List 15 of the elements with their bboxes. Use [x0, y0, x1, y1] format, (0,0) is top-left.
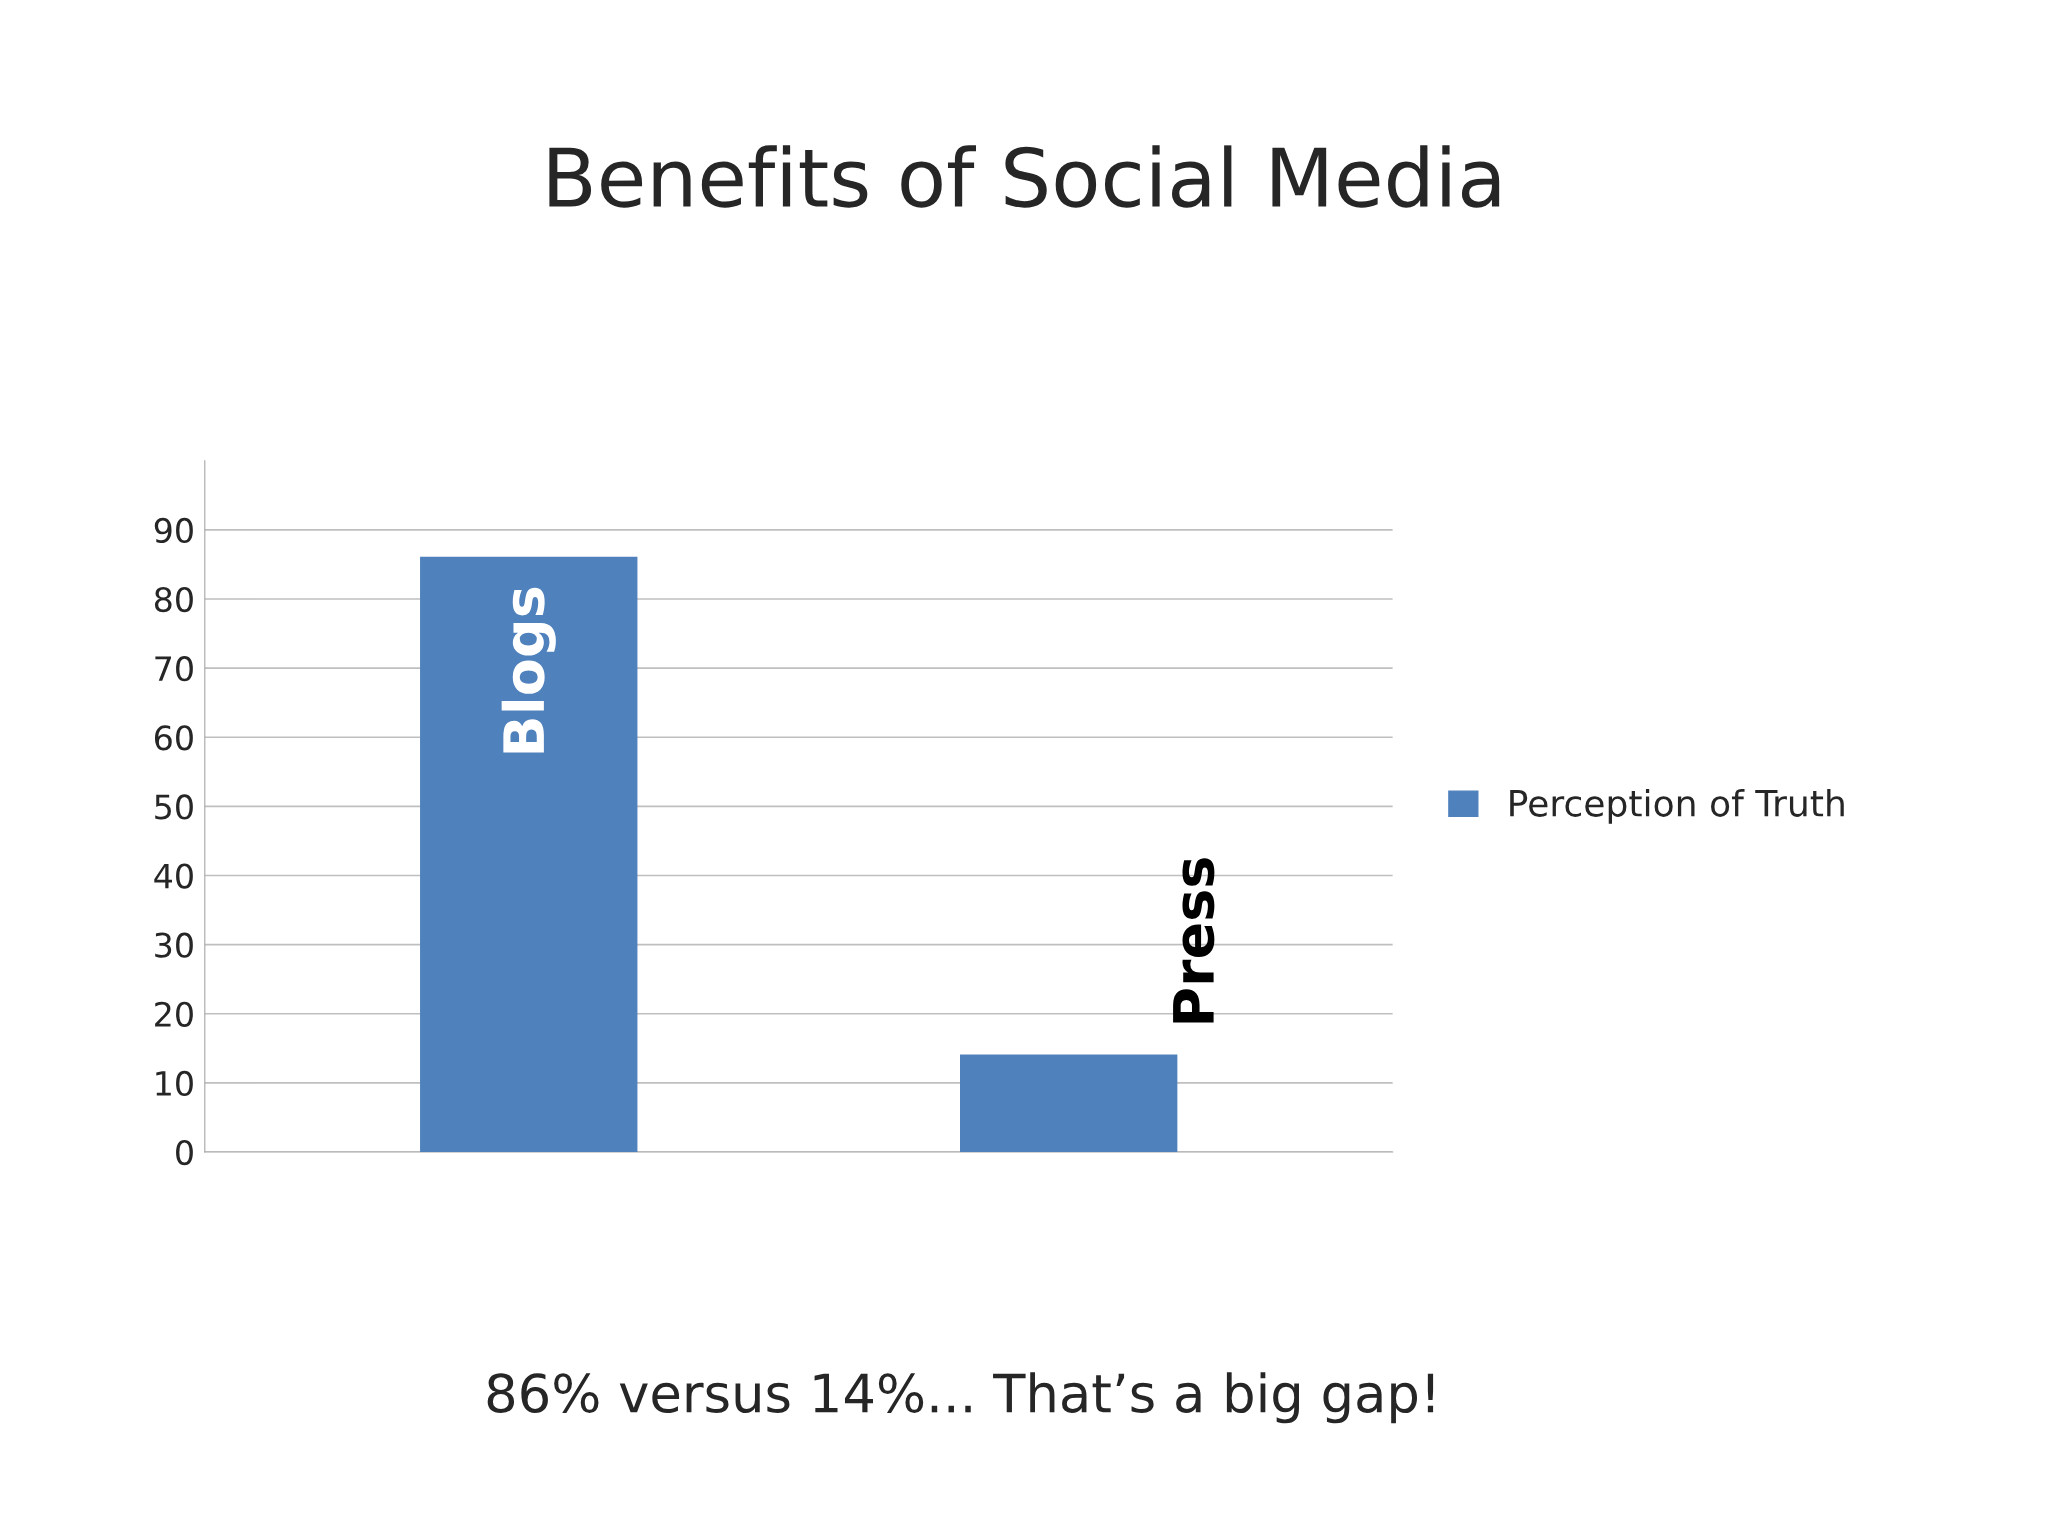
y-tick-label: 10 [156, 1070, 193, 1097]
y-tick-label: 90 [154, 517, 193, 544]
y-tick-label: 80 [154, 586, 193, 613]
y-tick-label: 0 [176, 1139, 193, 1166]
x-tick-label: Blogs [501, 587, 556, 753]
legend-label: Perception of Truth [1510, 788, 1844, 824]
y-tick-label: 50 [155, 794, 193, 820]
y-tick-label: 20 [155, 1001, 193, 1027]
x-tick-label: Press [1173, 858, 1215, 1023]
y-tick-label: 30 [155, 932, 193, 958]
text: 86% versus 14%... That’s a big gap! [487, 1372, 1434, 1424]
y-tick-label: 70 [155, 656, 193, 682]
chart-title: Benefits of Social Media [549, 145, 1500, 208]
y-tick-label: 40 [154, 863, 193, 889]
y-tick-label: 60 [154, 725, 193, 751]
